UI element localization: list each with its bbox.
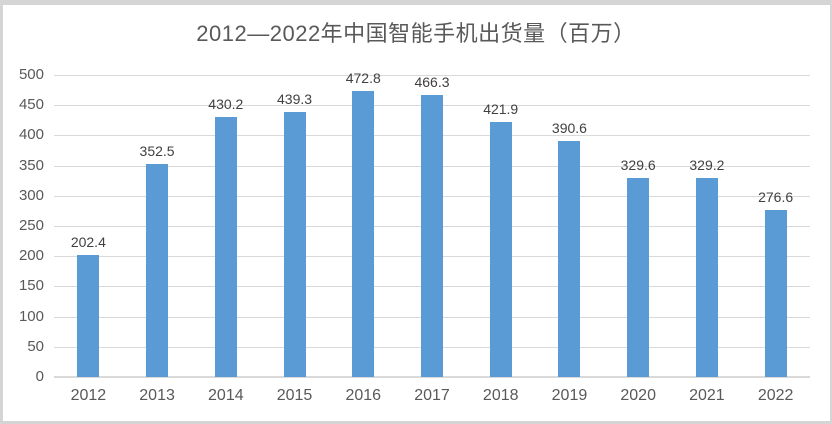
x-tick-label: 2021: [689, 387, 725, 404]
bar-value-label: 352.5: [139, 143, 175, 160]
x-tick-label: 2017: [414, 387, 450, 404]
y-tick-label: 0: [35, 368, 44, 385]
bar-value-label: 430.2: [208, 96, 244, 113]
bar-value-label: 472.8: [345, 70, 381, 87]
y-tick-label: 500: [18, 66, 44, 83]
x-tick-label: 2014: [208, 387, 244, 404]
bar-value-label: 202.4: [70, 233, 106, 250]
y-tick-label: 250: [18, 217, 44, 234]
bar: [352, 91, 375, 377]
x-tick-label: 2022: [757, 387, 794, 404]
bar-value-label: 329.6: [620, 156, 656, 173]
bar: [77, 254, 100, 377]
bar: [214, 117, 237, 377]
y-tick-label: 450: [18, 96, 44, 114]
bar: [627, 177, 650, 377]
bar: [558, 141, 581, 377]
y-tick-label: 200: [18, 247, 44, 265]
y-tick-label: 150: [18, 277, 44, 295]
bar: [421, 95, 443, 377]
bar-value-label: 329.2: [689, 157, 725, 174]
bar-value-label: 466.3: [414, 74, 450, 91]
x-tick-label: 2012: [70, 387, 107, 404]
x-tick-label: 2015: [276, 387, 313, 404]
bar: [283, 111, 306, 377]
x-tick-label: 2016: [345, 387, 382, 404]
chart-title: 2012—2022年中国智能手机出货量（百万）: [196, 21, 636, 46]
bar-value-label: 439.3: [277, 90, 313, 107]
x-axis-line: [54, 376, 810, 378]
gridline: [54, 75, 810, 76]
bar: [764, 209, 787, 377]
y-tick-label: 100: [18, 307, 44, 325]
y-tick-label: 350: [18, 156, 44, 174]
bar: [695, 178, 718, 377]
bar: [146, 164, 169, 377]
bar: [489, 122, 512, 377]
x-tick-label: 2013: [139, 387, 175, 404]
x-tick-label: 2019: [551, 387, 588, 404]
y-tick-label: 400: [18, 126, 44, 144]
bar-value-label: 276.6: [758, 188, 794, 205]
bar-value-label: 390.6: [551, 120, 587, 137]
y-tick-label: 300: [18, 186, 44, 204]
x-tick-label: 2020: [620, 387, 656, 404]
x-tick-label: 2018: [482, 387, 519, 404]
y-tick-label: 50: [27, 337, 44, 355]
bar-value-label: 421.9: [483, 101, 519, 118]
